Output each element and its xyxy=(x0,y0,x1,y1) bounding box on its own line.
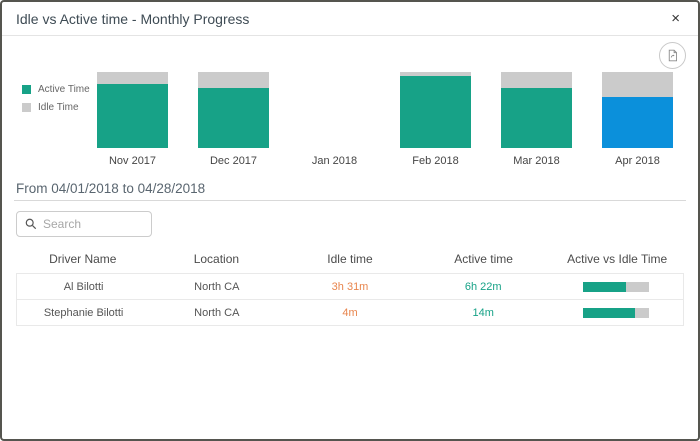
bar-stack xyxy=(602,72,673,148)
location-cell: North CA xyxy=(194,306,240,319)
bar-stack xyxy=(198,72,269,148)
dialog-title: Idle vs Active time - Monthly Progress xyxy=(16,10,250,27)
idle-segment xyxy=(198,72,269,88)
bar-chart-plot: Nov 2017 Dec 2017 Jan 2018 Feb 2018 Mar 2018… xyxy=(97,72,673,167)
divider xyxy=(14,200,686,201)
bar-stack xyxy=(501,72,572,148)
active-ratio-fill xyxy=(583,281,626,292)
search-input-container xyxy=(16,211,152,237)
bar-dec-2017[interactable]: Dec 2017 xyxy=(198,72,269,167)
monthly-progress-chart: Active Time Idle Time Nov 2017 Dec 2017 Ja… xyxy=(2,36,698,168)
active-segment xyxy=(198,87,269,148)
legend-label: Active Time xyxy=(38,84,90,95)
export-report-button[interactable] xyxy=(659,42,686,69)
active-vs-idle-cell xyxy=(550,281,683,292)
column-header: Location xyxy=(193,252,240,266)
bar-stack xyxy=(400,72,471,148)
active-vs-idle-cell xyxy=(550,307,683,318)
search-icon xyxy=(25,218,37,230)
bar-stack xyxy=(97,72,168,148)
idle-segment xyxy=(400,72,471,76)
date-range-label: From 04/01/2018 to 04/28/2018 xyxy=(16,181,206,196)
search-input[interactable] xyxy=(43,217,143,231)
legend-label: Idle Time xyxy=(38,102,79,113)
column-header: Idle time xyxy=(327,252,373,266)
active-time-cell: 6h 22m xyxy=(464,280,502,293)
bar-category-label: Jan 2018 xyxy=(311,155,358,167)
bar-stack xyxy=(299,72,370,148)
active-vs-idle-bar xyxy=(583,281,650,292)
driver-name-cell: Al Bilotti xyxy=(63,280,104,293)
active-segment xyxy=(400,75,471,148)
bar-category-label: Dec 2017 xyxy=(209,155,258,167)
legend-item-active-time: Active Time xyxy=(22,84,90,95)
idle-segment xyxy=(602,72,673,98)
bar-category-label: Apr 2018 xyxy=(615,155,660,167)
chart-legend: Active Time Idle Time xyxy=(22,84,90,120)
export-report-icon xyxy=(666,49,679,62)
active-time-swatch xyxy=(22,85,31,94)
bar-category-label: Feb 2018 xyxy=(412,155,459,167)
column-header: Active time xyxy=(454,252,513,266)
active-segment xyxy=(97,84,168,148)
active-segment xyxy=(501,87,572,148)
idle-time-cell: 4m xyxy=(342,306,358,319)
active-segment xyxy=(602,97,673,148)
active-ratio-fill xyxy=(583,307,635,318)
location-cell: North CA xyxy=(194,280,240,293)
dialog-header: Idle vs Active time - Monthly Progress × xyxy=(2,2,698,36)
idle-segment xyxy=(97,72,168,85)
column-header: Active vs Idle Time xyxy=(567,252,668,266)
bar-apr-2018[interactable]: Apr 2018 xyxy=(602,72,673,167)
active-vs-idle-bar xyxy=(583,307,650,318)
bar-category-label: Mar 2018 xyxy=(513,155,560,167)
column-header: Driver Name xyxy=(49,252,117,266)
table-row[interactable]: Stephanie Bilotti North CA 4m 14m xyxy=(16,299,684,326)
table-body: Al Bilotti North CA 3h 31m 6h 22m Stephanie … xyxy=(16,273,684,326)
bar-category-label: Nov 2017 xyxy=(108,155,157,167)
table-header-row: Driver Name Location Idle time Active time A… xyxy=(16,247,684,271)
active-time-cell: 14m xyxy=(472,306,494,319)
drivers-table: Driver Name Location Idle time Active time A… xyxy=(16,247,684,326)
bar-feb-2018[interactable]: Feb 2018 xyxy=(400,72,471,167)
idle-time-swatch xyxy=(22,103,31,112)
close-icon[interactable]: × xyxy=(667,9,684,28)
table-row[interactable]: Al Bilotti North CA 3h 31m 6h 22m xyxy=(16,273,684,300)
legend-item-idle-time: Idle Time xyxy=(22,102,90,113)
bar-mar-2018[interactable]: Mar 2018 xyxy=(501,72,572,167)
idle-time-cell: 3h 31m xyxy=(331,280,369,293)
bar-nov-2017[interactable]: Nov 2017 xyxy=(97,72,168,167)
driver-name-cell: Stephanie Bilotti xyxy=(43,306,124,319)
bar-jan-2018[interactable]: Jan 2018 xyxy=(299,72,370,167)
idle-segment xyxy=(501,72,572,88)
